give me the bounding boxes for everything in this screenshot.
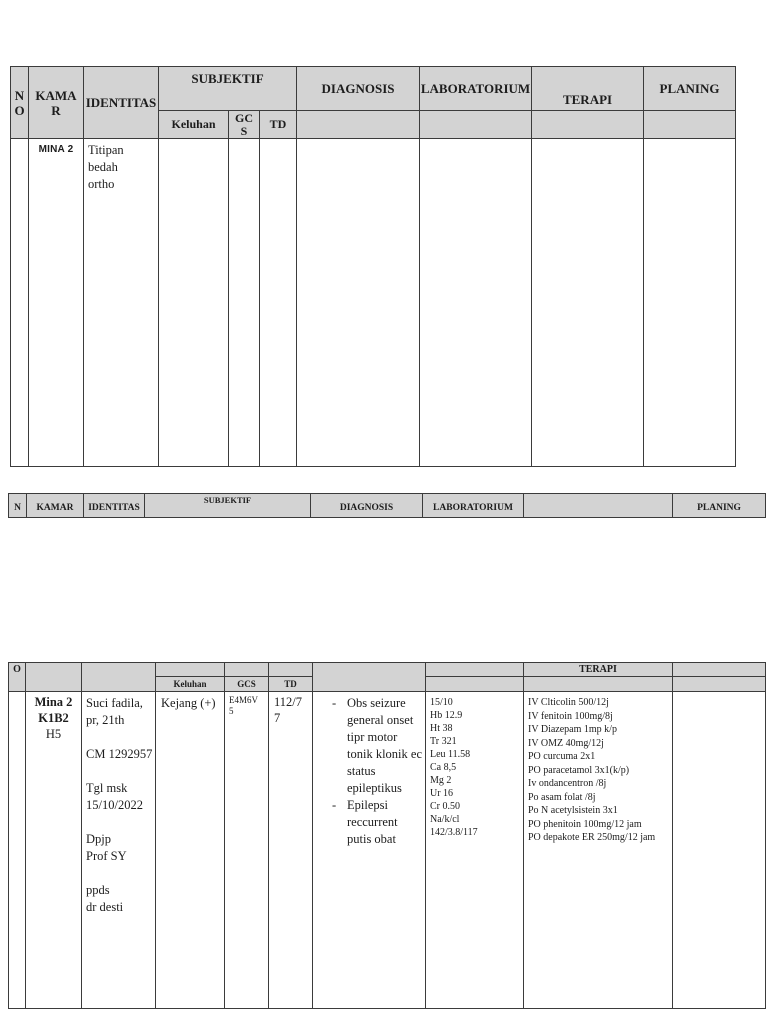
table-row: MINA 2 Titipan bedah ortho	[10, 138, 737, 467]
header-cell-terapi: TERAPI	[531, 66, 645, 111]
empty-cell	[228, 138, 260, 467]
empty-cell	[224, 662, 269, 677]
cell-terapi-value: IV Clticolin 500/12j IV fenitoin 100mg/8…	[523, 691, 673, 1009]
header-cell-no-continued: O	[8, 662, 26, 692]
header-cell-no: N O	[10, 66, 29, 139]
empty-cell	[296, 138, 421, 467]
empty-cell	[10, 138, 29, 467]
empty-cell	[312, 662, 426, 692]
bullet-dash: -	[332, 696, 337, 710]
empty-cell	[643, 138, 737, 467]
subheader-cell-keluhan: Keluhan	[158, 110, 229, 139]
repeated-header-strip: N KAMAR IDENTITAS SUBJEKTIF DIAGNOSIS LA…	[8, 493, 766, 518]
header-cell-laboratorium: LABORATORIUM	[419, 66, 533, 111]
header-cell-identitas: IDENTITAS	[83, 66, 159, 139]
strip-header-planing: PLANING	[672, 493, 766, 518]
bullet-dash: -	[332, 798, 337, 812]
empty-cell	[523, 493, 673, 518]
cell-identitas-value: Suci fadila, pr, 21th CM 1292957 Tgl msk…	[81, 691, 156, 1009]
empty-cell	[531, 110, 645, 139]
strip-header-laboratorium: LABORATORIUM	[422, 493, 524, 518]
strip-header-identitas: IDENTITAS	[83, 493, 145, 518]
diagnosis-item: - Epilepsi reccurrent putis obat	[325, 797, 423, 848]
kamar-room-label: Mina 2 K1B2	[34, 695, 73, 725]
cell-kamar-value: MINA 2	[28, 138, 84, 467]
diagnosis-item: - Obs seizure general onset tipr motor t…	[325, 695, 423, 797]
empty-cell	[419, 138, 533, 467]
empty-cell	[643, 110, 737, 139]
empty-cell	[268, 662, 313, 677]
subheader-cell-keluhan: Keluhan	[155, 676, 225, 692]
empty-cell	[672, 676, 766, 692]
empty-cell	[531, 138, 645, 467]
ward-round-table-bottom: O TERAPI Keluhan GCS TD Mina 2 K1B2 H5 S…	[8, 662, 766, 1009]
empty-cell	[25, 662, 82, 692]
empty-cell	[419, 110, 533, 139]
empty-cell	[8, 691, 26, 1009]
empty-cell	[296, 110, 421, 139]
subheader-cell-td: TD	[268, 676, 313, 692]
header-cell-terapi: TERAPI	[523, 662, 673, 677]
kamar-day-label: H5	[45, 727, 62, 741]
cell-gcs-value: E4M6V 5	[224, 691, 269, 1009]
empty-cell	[258, 138, 298, 467]
patient-row: Mina 2 K1B2 H5 Suci fadila, pr, 21th CM …	[8, 691, 766, 1009]
strip-header-kamar: KAMAR	[26, 493, 84, 518]
strip-header-diagnosis: DIAGNOSIS	[310, 493, 423, 518]
strip-header-no: N	[8, 493, 27, 518]
subheader-cell-gcs: GCS	[224, 676, 269, 692]
cell-td-value: 112/7 7	[268, 691, 313, 1009]
cell-diagnosis-value: - Obs seizure general onset tipr motor t…	[312, 691, 426, 1009]
cell-kamar-value: Mina 2 K1B2 H5	[25, 691, 82, 1009]
empty-cell	[672, 691, 766, 1009]
empty-cell	[425, 676, 524, 692]
diagnosis-text: Epilepsi reccurrent putis obat	[347, 798, 398, 846]
cell-laboratorium-value: 15/10 Hb 12.9 Ht 38 Tr 321 Leu 11.58 Ca …	[425, 691, 524, 1009]
cell-identitas-value: Titipan bedah ortho	[83, 138, 159, 467]
ward-round-table-top: N O KAMA R IDENTITAS SUBJEKTIF DIAGNOSIS…	[10, 66, 737, 467]
diagnosis-text: Obs seizure general onset tipr motor ton…	[347, 696, 422, 795]
header-cell-subjektif: SUBJEKTIF	[157, 66, 298, 111]
header-cell-kamar: KAMA R	[28, 66, 84, 139]
subheader-cell-td: TD	[258, 110, 298, 139]
empty-cell	[425, 662, 524, 677]
empty-cell	[523, 676, 673, 692]
header-cell-planing: PLANING	[643, 66, 737, 111]
empty-cell	[672, 662, 766, 677]
empty-cell	[158, 138, 229, 467]
header-cell-diagnosis: DIAGNOSIS	[296, 66, 421, 111]
empty-cell	[155, 662, 225, 677]
cell-keluhan-value: Kejang (+)	[155, 691, 225, 1009]
empty-cell	[81, 662, 156, 692]
subheader-cell-gcs: GC S	[228, 110, 260, 139]
strip-header-subjektif: SUBJEKTIF	[144, 493, 311, 518]
